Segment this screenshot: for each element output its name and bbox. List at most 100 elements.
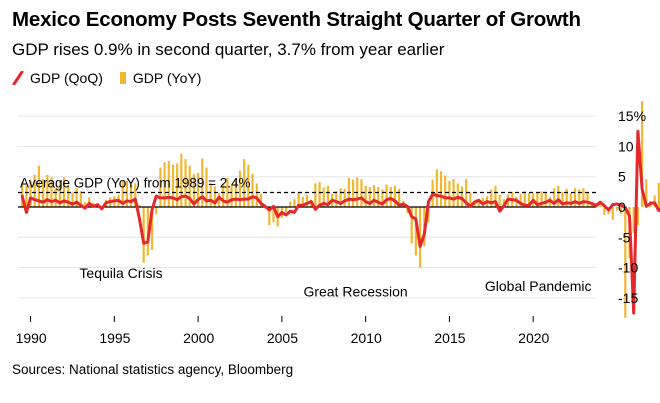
yoy-bar [297,191,300,207]
reference-line-group: Average GDP (YoY) from 1989 = 2.4% [18,175,596,194]
yoy-bar [490,189,493,207]
yoy-bar [192,174,196,207]
yoy-bar [632,207,635,234]
yoy-bar [653,195,656,207]
legend-label-yoy: GDP (YoY) [132,70,202,86]
x-tick-label: 2000 [183,330,214,346]
yoy-bar [636,207,639,226]
yoy-bar [498,194,501,207]
qoq-line-group [20,129,660,315]
yoy-bar [439,171,443,207]
yoy-bar [322,187,325,207]
yoy-bar [557,185,560,207]
yoy-bar [180,153,183,207]
y-tick-label: 5 [618,169,626,185]
yoy-bar [121,180,124,207]
yoy-bar [624,207,627,318]
y-tick-label: 15% [618,108,646,124]
yoy-bar [217,193,221,207]
yoy-bar [50,177,53,207]
yoy-bar [243,159,246,207]
yoy-bar [293,199,296,207]
yoy-bar [21,181,24,207]
yoy-bar [377,187,380,207]
x-tick-label: 2020 [518,330,549,346]
yoy-bar [435,169,438,207]
yoy-bar [561,191,564,207]
gdp-chart: Average GDP (YoY) from 1989 = 2.4% 15% 10… [16,101,660,346]
yoy-bar [54,187,57,207]
y-tick-label: 10 [618,138,634,154]
yoy-bar [134,183,137,207]
yoy-bar [222,183,225,207]
legend-item-qoq: GDP (QoQ) [12,70,103,86]
yoy-bar [586,193,589,207]
yoy-bar [184,159,187,207]
annotation-label: Global Pandemic [485,278,592,294]
yoy-bar [381,189,384,207]
yoy-bar [46,174,49,207]
yoy-bar [573,188,577,207]
yoy-bar [67,185,70,207]
y-tick-label: -15 [618,290,638,306]
y-tick-label: -5 [618,229,631,245]
yoy-bar [372,185,376,207]
yoy-bar [393,185,397,207]
legend-item-yoy: GDP (YoY) [119,70,201,86]
yoy-bar [460,186,464,207]
annotation-label: Great Recession [303,284,407,300]
yoy-bar [544,191,547,207]
yoy-bar [540,191,543,207]
average-reference-label: Average GDP (YoY) from 1989 = 2.4% [20,175,251,190]
yoy-bar [318,182,321,207]
chart-title: Mexico Economy Posts Seventh Straight Qu… [12,8,581,31]
annotation-label: Tequila Crisis [79,265,162,281]
yoy-bar [414,207,417,256]
yoy-bar [335,191,338,207]
yoy-bar [456,183,459,207]
yoy-bar [238,170,242,207]
yoy-bar [339,188,342,207]
yoy-bar [640,101,644,207]
yoy-bar [410,207,413,244]
yoy-bar [351,179,355,207]
yoy-bar [611,207,614,220]
x-tick-label: 1995 [99,330,130,346]
red-line-icon [12,71,24,85]
yoy-bar [599,202,602,207]
yoy-bar [645,179,648,207]
yoy-bar [477,199,480,207]
yoy-bar [553,188,556,207]
yoy-bar [398,188,401,207]
yoy-bar [385,184,388,207]
yoy-bar [213,186,216,207]
x-tick-label: 2015 [434,330,465,346]
yoy-bar [75,188,78,207]
yoy-bar [150,207,154,250]
yoy-bar [494,185,497,207]
yoy-bar [364,185,367,207]
yoy-bar [234,179,237,207]
yoy-bar [305,194,309,207]
yoy-bar [360,179,363,207]
yoy-bar [62,177,66,207]
x-tick-label: 2010 [351,330,382,346]
yoy-bar [138,204,141,207]
yoy-bar [343,188,346,207]
yoy-bar [582,188,585,207]
yoy-bar [326,185,330,207]
yoy-bar [42,179,45,207]
yoy-bar [465,179,468,207]
x-tick-label: 1990 [16,330,47,346]
qoq-line [20,129,660,315]
yoy-bar [272,207,275,223]
yoy-bar [284,207,288,212]
yoy-bar [197,173,200,207]
yoy-bar [205,167,208,207]
yoy-bar [29,179,32,207]
yoy-bar [523,191,526,207]
yoy-bar [427,207,430,223]
yoy-bar [314,183,317,207]
yoy-bar [536,192,539,207]
label-group: 15% 10 5 0 -5 -10 -15 1990 1995 2000 2005 2010 2015 2… [16,108,646,346]
